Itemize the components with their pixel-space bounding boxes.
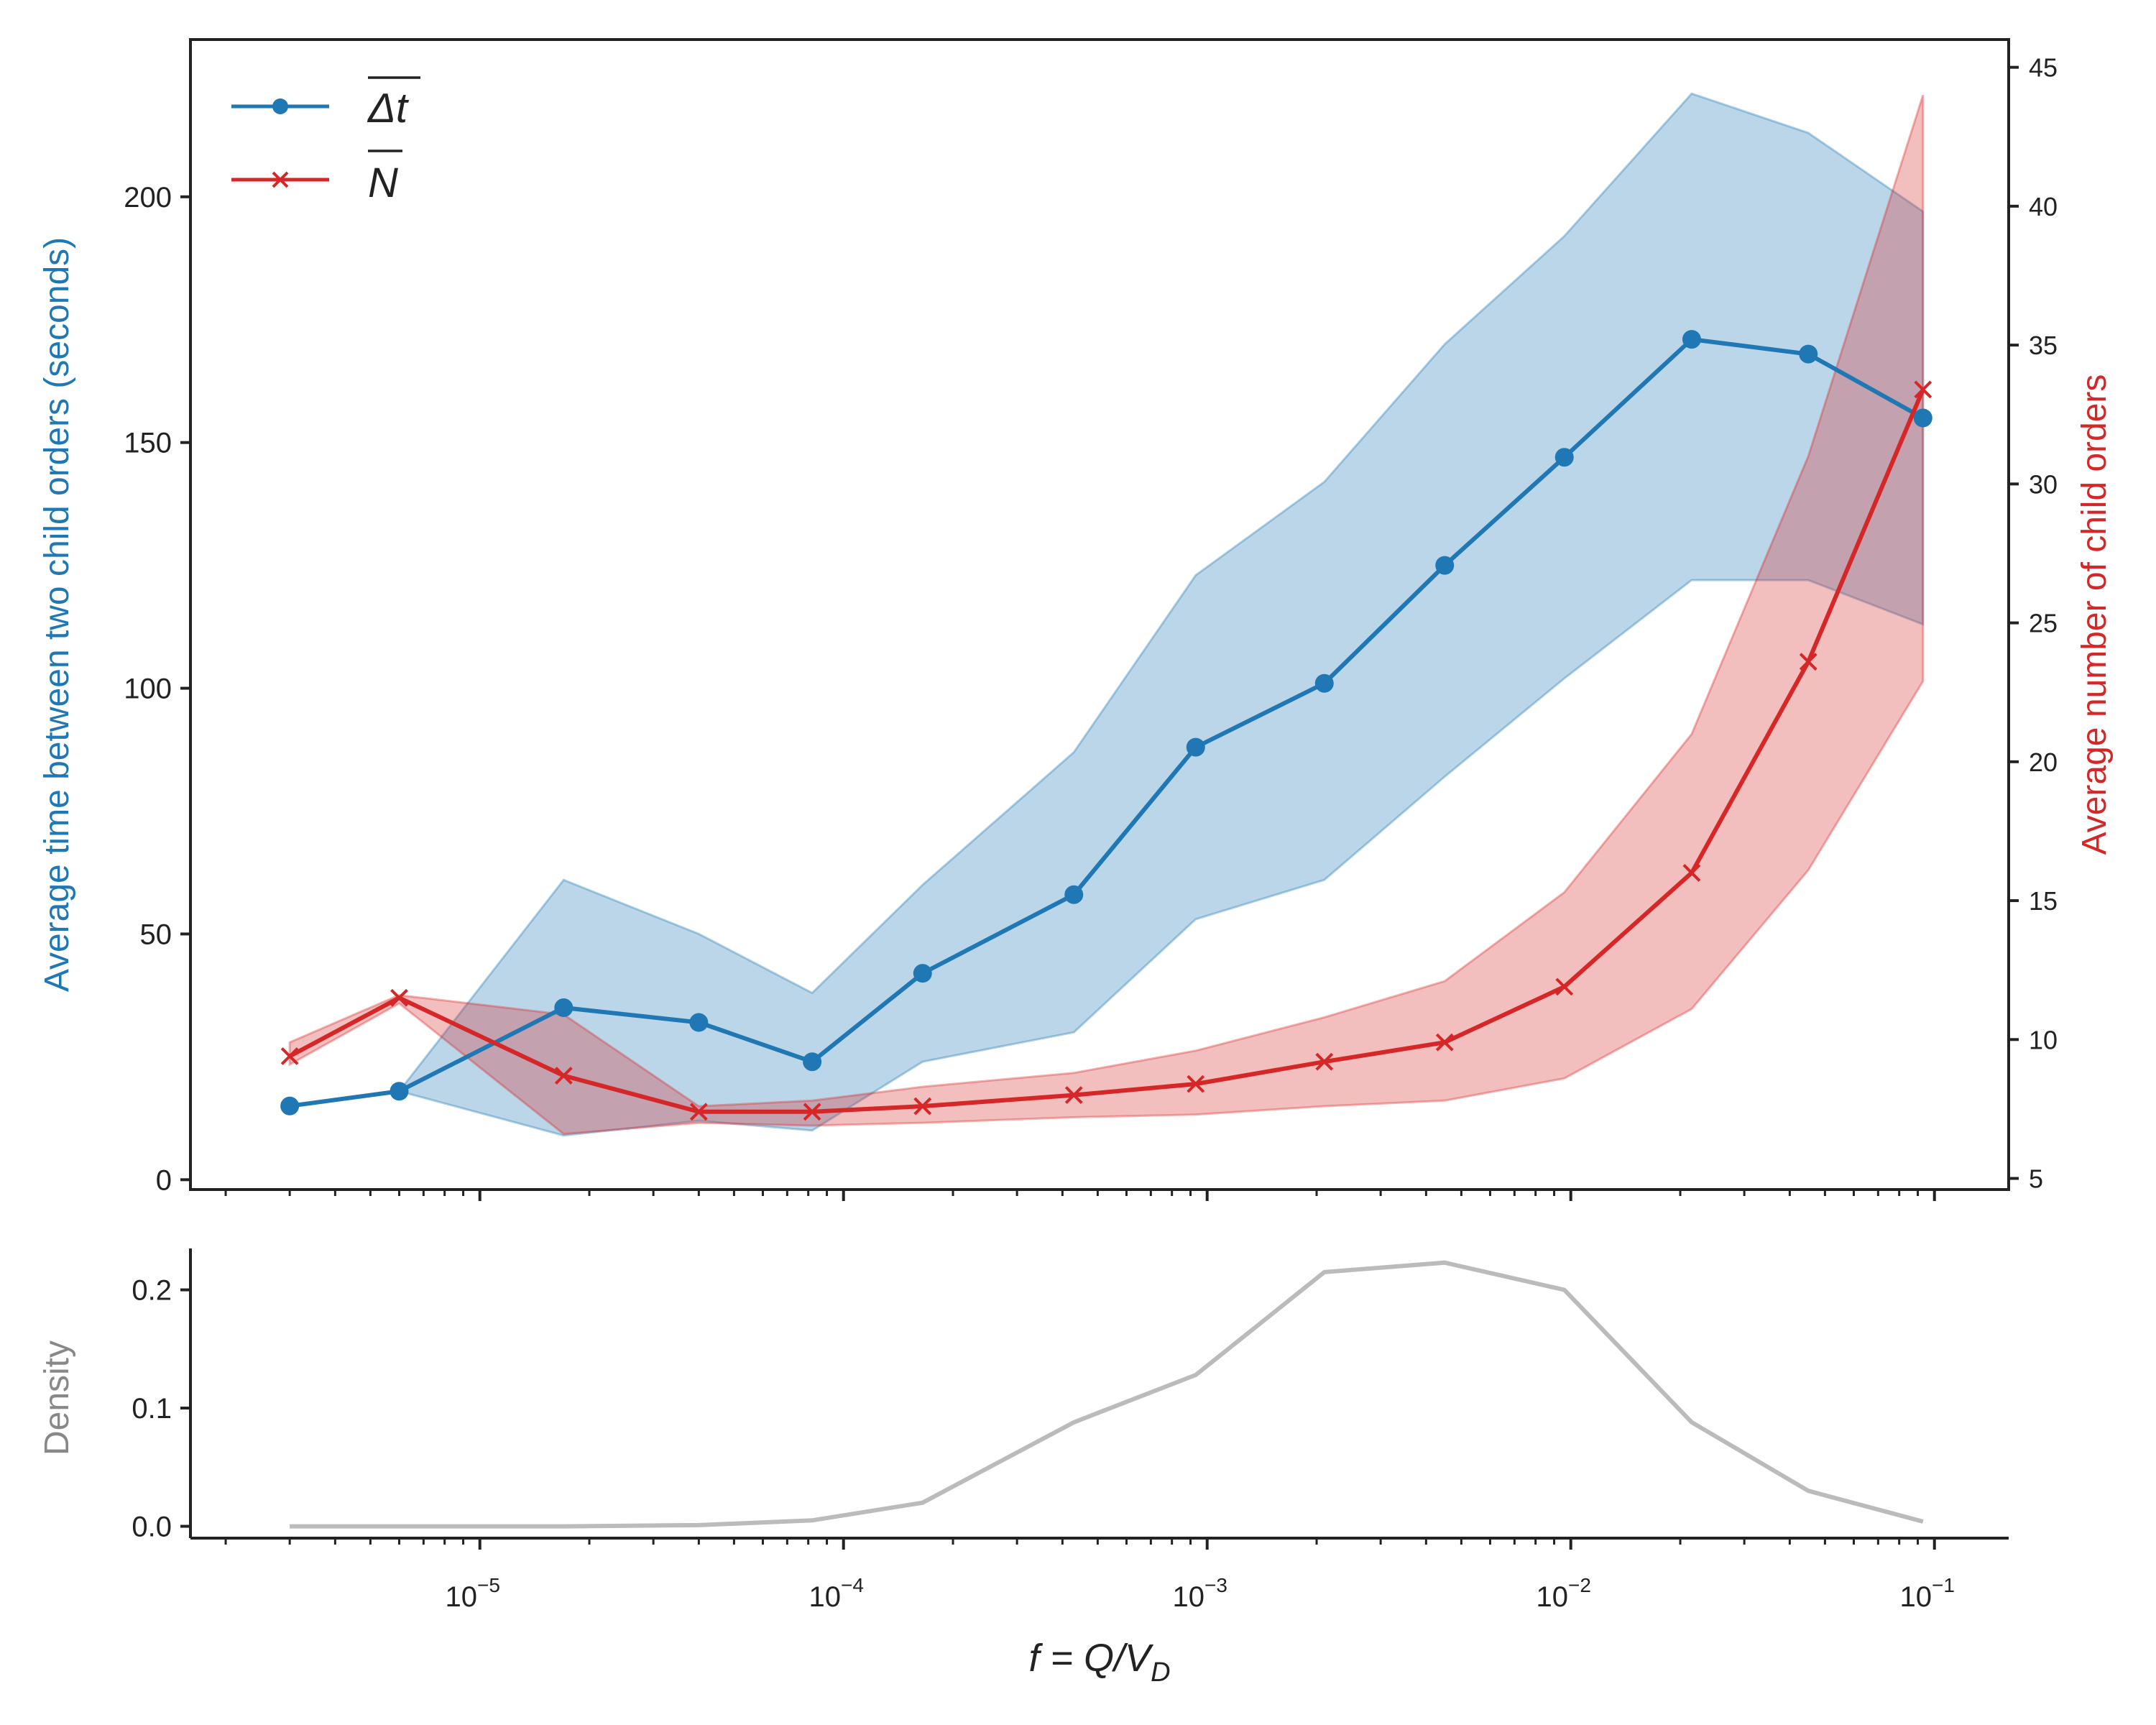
point-dt [689,1013,709,1032]
point-n [1064,1086,1083,1105]
band-n [288,94,1925,1136]
point-n [1315,1052,1334,1071]
line-n [288,388,1925,1114]
left-y-tick-label: 0 [156,1164,172,1196]
point-n [1555,978,1574,996]
legend: Δt N [231,76,420,206]
density-chart-panel: 0.0 0.1 0.2 10−5 10−4 10−3 10−2 10−1 Density f… [38,1248,2009,1688]
point-dt [1186,737,1205,757]
point-n [1914,380,1932,399]
point-dt [913,964,932,983]
point-n [280,1047,299,1065]
series-lines [288,336,1925,1114]
right-y-tick-label: 5 [2029,1164,2043,1194]
point-dt [1799,344,1818,364]
right-y-tick-label: 30 [2029,469,2058,499]
point-dt [1554,448,1574,467]
density-y-axis-label: Density [38,1340,76,1455]
left-y-axis: 0 50 100 150 200 [124,182,190,1196]
point-n [1682,864,1701,882]
density-y-tick-label: 0.2 [132,1275,172,1307]
main-plot-frame [189,38,2010,1191]
main-x-axis-ticks [224,1190,1936,1201]
x-tick-label: 10−2 [1536,1574,1590,1613]
line-dt [289,336,1925,1108]
point-dt [1435,556,1455,575]
point-dt [1682,330,1701,349]
right-y-tick-label: 20 [2029,748,2058,777]
point-dt [280,1096,300,1116]
x-tick-label: 10−1 [1899,1574,1954,1613]
right-y-tick-label: 40 [2029,192,2058,221]
legend-label-n: N [368,160,398,206]
density-y-axis: 0.0 0.1 0.2 [132,1275,190,1543]
point-n [1799,653,1818,671]
legend-marker-circle [272,98,288,114]
right-y-axis-label: Average number of child orders [2076,374,2114,855]
density-x-axis: 10−5 10−4 10−3 10−2 10−1 [224,1538,1955,1613]
right-y-tick-label: 10 [2029,1025,2058,1054]
point-n [1187,1075,1205,1093]
left-y-tick-label: 200 [124,182,172,213]
point-dt [1913,408,1932,428]
point-n [390,988,408,1007]
legend-label-dt: Δt [367,85,410,132]
point-dt [1314,673,1334,693]
right-y-tick-label: 15 [2029,886,2058,916]
right-y-tick-label: 45 [2029,53,2058,83]
point-n [689,1103,708,1121]
left-y-tick-label: 150 [124,428,172,459]
x-tick-label: 10−4 [808,1574,863,1613]
point-n [554,1067,573,1085]
density-y-tick-label: 0.1 [132,1393,172,1425]
point-dt [390,1082,409,1101]
main-chart-panel: 0 50 100 150 200 5 10 15 20 25 30 35 40 45 Average t… [38,38,2114,1201]
right-y-tick-label: 35 [2029,331,2058,360]
x-tick-label: 10−3 [1172,1574,1227,1613]
x-axis-label: f = Q/VD [1028,1637,1170,1688]
left-y-tick-label: 50 [140,919,172,950]
density-y-tick-label: 0.0 [132,1512,172,1543]
left-y-axis-label: Average time between two child orders (s… [38,237,76,992]
legend-marker-x [272,171,289,188]
point-dt [554,998,573,1018]
density-line [290,1260,1924,1529]
point-n [1435,1033,1454,1052]
point-n [803,1103,821,1121]
series-markers [280,330,1932,1121]
x-tick-label: 10−5 [445,1574,499,1613]
right-y-tick-label: 25 [2029,609,2058,638]
point-dt [803,1052,822,1072]
point-n [913,1097,932,1116]
left-y-tick-label: 100 [124,673,172,705]
point-dt [1064,885,1084,904]
right-y-axis: 5 10 15 20 25 30 35 40 45 [2009,53,2058,1194]
